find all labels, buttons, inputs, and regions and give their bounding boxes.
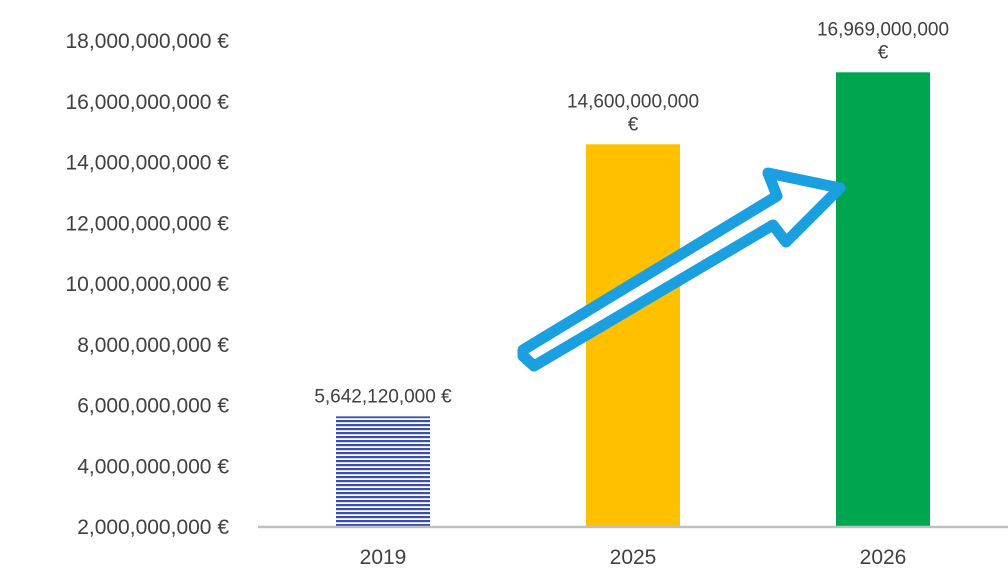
- y-axis-tick-labels: 2,000,000,000 € 4,000,000,000 € 6,000,000,…: [66, 30, 230, 539]
- y-tick-label: 18,000,000,000 €: [66, 30, 230, 53]
- y-tick-label: 10,000,000,000 €: [66, 273, 230, 296]
- x-tick-label: 2026: [860, 546, 907, 569]
- y-tick-label: 6,000,000,000 €: [77, 395, 229, 418]
- data-label: 14,600,000,000: [567, 91, 699, 112]
- y-tick-label: 8,000,000,000 €: [77, 334, 229, 357]
- data-label: €: [878, 42, 889, 63]
- bar-2025: [586, 144, 680, 527]
- data-label: €: [628, 114, 639, 135]
- y-tick-label: 16,000,000,000 €: [66, 91, 230, 114]
- data-label: 16,969,000,000: [817, 19, 949, 40]
- bar-2019: [336, 416, 430, 527]
- y-tick-label: 2,000,000,000 €: [77, 516, 229, 539]
- x-tick-label: 2025: [610, 546, 657, 569]
- bar-2026: [836, 72, 930, 528]
- data-labels: 5,642,120,000 €14,600,000,000€16,969,000…: [314, 19, 949, 407]
- data-label: 5,642,120,000 €: [314, 386, 452, 407]
- y-tick-label: 14,000,000,000 €: [66, 152, 230, 175]
- upward-trend-arrow: [517, 167, 846, 372]
- y-tick-label: 4,000,000,000 €: [77, 455, 229, 478]
- x-tick-label: 2019: [360, 546, 407, 569]
- bars: [336, 72, 930, 528]
- x-axis-tick-labels: 2019 2025 2026: [360, 546, 907, 569]
- y-tick-label: 12,000,000,000 €: [66, 212, 230, 235]
